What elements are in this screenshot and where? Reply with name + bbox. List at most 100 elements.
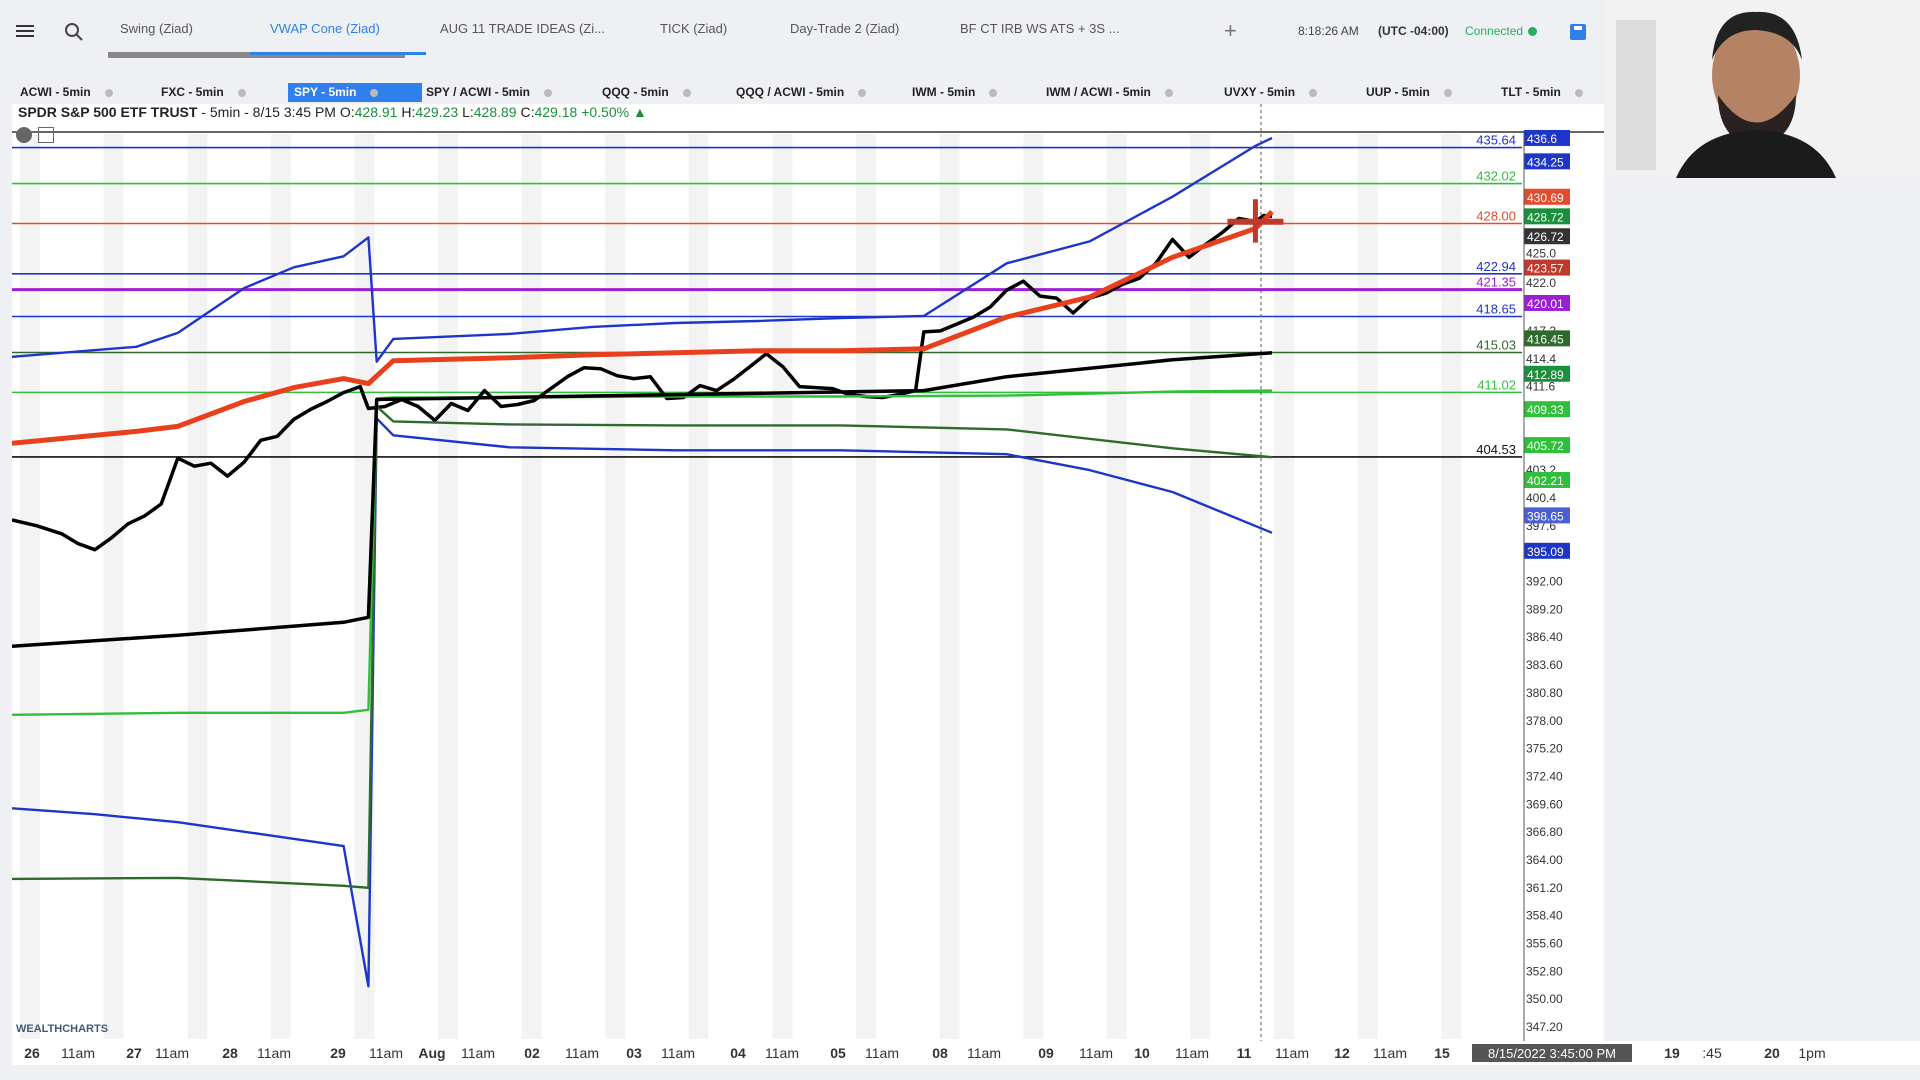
add-tab-button[interactable]: + xyxy=(1224,18,1237,43)
hamburger-menu-icon[interactable] xyxy=(16,22,34,40)
expand-icon[interactable] xyxy=(38,126,54,143)
x-tick-label: 10 xyxy=(1134,1045,1150,1061)
status-dot-icon xyxy=(544,88,553,97)
price-tag: 426.72 xyxy=(1524,228,1570,245)
x-tick-label: 11am xyxy=(765,1045,799,1061)
price-tag: 423.57 xyxy=(1524,259,1570,276)
session-shade xyxy=(1106,134,1127,1039)
active-tab-indicator xyxy=(250,52,426,55)
symbol-tab[interactable]: QQQ - 5min xyxy=(596,83,722,102)
session-shade xyxy=(187,134,208,1039)
status-dot-icon xyxy=(1574,88,1583,97)
connection-status: Connected xyxy=(1465,24,1524,38)
y-tick-label: 383.60 xyxy=(1526,658,1563,672)
x-tick-label: 11am xyxy=(865,1045,899,1061)
symbol-name: SPDR S&P 500 ETF TRUST xyxy=(18,104,198,120)
symbol-tab-label: QQQ - 5min xyxy=(602,85,669,99)
price-tag-label: 402.21 xyxy=(1527,474,1564,488)
symbol-tab[interactable]: UVXY - 5min xyxy=(1218,83,1344,102)
close-value: 429.18 xyxy=(534,104,578,120)
workspace-tab[interactable]: BF CT IRB WS ATS + 3S ... xyxy=(960,21,1120,36)
x-axis: 26 11am 27 11am 28 11am 29 11am Aug 11am 02 11am 03 1… xyxy=(24,1044,1826,1062)
level-label: 428.00 xyxy=(1476,209,1516,224)
high-value: 429.23 xyxy=(415,104,459,120)
price-tag: 430.69 xyxy=(1524,188,1570,205)
x-tick-label: 12 xyxy=(1334,1045,1350,1061)
price-tag-label: 412.89 xyxy=(1527,368,1564,382)
level-label: 435.64 xyxy=(1476,133,1516,148)
symbol-tab[interactable]: QQQ / ACWI - 5min xyxy=(730,83,896,102)
price-tag-label: 423.57 xyxy=(1527,262,1564,276)
symbol-info: SPDR S&P 500 ETF TRUST - 5min - 8/15 3:4… xyxy=(18,104,647,122)
price-tag-bg xyxy=(1524,259,1570,276)
chart-area[interactable]: 435.64 432.02 428.00 422.94 421.35 418.65 415.… xyxy=(11,104,1604,1064)
x-tick-label: 11am xyxy=(967,1045,1001,1061)
price-tag-label: 430.69 xyxy=(1527,191,1564,205)
session-shade xyxy=(856,134,876,1039)
x-tick-label: 11am xyxy=(565,1045,599,1061)
price-tag: 434.25 xyxy=(1524,153,1570,170)
x-tick-label: 29 xyxy=(330,1045,346,1061)
level-label: 418.65 xyxy=(1476,301,1516,316)
series-line xyxy=(11,417,1273,988)
symbol-tab-label: TLT - 5min xyxy=(1501,85,1561,99)
price-tag-bg xyxy=(1524,542,1570,559)
x-tick-label: 11am xyxy=(61,1045,95,1061)
session-shade xyxy=(688,134,709,1039)
workspace-tab[interactable]: AUG 11 TRADE IDEAS (Zi... xyxy=(440,21,605,36)
save-icon[interactable] xyxy=(1570,24,1586,40)
x-tick-label: 20 xyxy=(1764,1045,1780,1061)
y-tick-label: 392.00 xyxy=(1526,575,1563,589)
timezone: (UTC -04:00) xyxy=(1378,24,1449,38)
workspace-tab[interactable]: Swing (Ziad) xyxy=(120,21,193,36)
workspace-tab[interactable]: TICK (Ziad) xyxy=(660,21,728,36)
status-dot-icon xyxy=(370,88,379,97)
symbol-tab[interactable]: FXC - 5min xyxy=(155,83,281,102)
price-tag-bg xyxy=(1524,228,1570,245)
symbol-tab[interactable]: SPY - 5min xyxy=(288,83,422,102)
symbol-tab-label: QQQ / ACWI - 5min xyxy=(736,85,845,99)
symbol-tab-label: FXC - 5min xyxy=(161,85,224,99)
y-tick-label: 364.00 xyxy=(1526,853,1563,867)
status-dot-icon xyxy=(104,88,113,97)
symbol-tab[interactable]: TLT - 5min xyxy=(1495,83,1611,102)
price-tag-label: 428.72 xyxy=(1527,210,1564,224)
symbol-tab-label: UVXY - 5min xyxy=(1224,85,1296,99)
remove-icon[interactable] xyxy=(16,126,32,143)
search-icon[interactable] xyxy=(64,22,84,42)
y-tick-label: 369.60 xyxy=(1526,797,1563,811)
price-tag: 416.45 xyxy=(1524,330,1570,347)
workspace-tab[interactable]: VWAP Cone (Ziad) xyxy=(270,21,380,36)
symbol-tab[interactable]: IWM / ACWI - 5min xyxy=(1040,83,1206,102)
change-value: +0.50% xyxy=(581,104,630,120)
price-tag-bg xyxy=(1524,437,1570,454)
up-arrow-icon: ▲ xyxy=(632,104,647,120)
session-shade xyxy=(1190,134,1211,1039)
price-tag-bg xyxy=(1524,507,1570,524)
symbol-tab[interactable]: SPY / ACWI - 5min xyxy=(420,83,586,102)
webcam-overlay xyxy=(1606,0,1920,178)
x-tick-label: 27 xyxy=(126,1045,142,1061)
price-tag-bg xyxy=(1524,294,1570,311)
y-tick-label: 414.4 xyxy=(1526,352,1556,366)
status-dot-icon xyxy=(989,88,998,97)
clock: 8:18:26 AM xyxy=(1298,24,1359,38)
x-tick-label: 08 xyxy=(932,1045,948,1061)
price-tag-label: 426.72 xyxy=(1527,230,1564,244)
x-tick-label: 11am xyxy=(661,1045,695,1061)
y-tick-label: 422.0 xyxy=(1526,276,1556,290)
symbol-tab[interactable]: ACWI - 5min xyxy=(14,83,140,102)
y-tick-label: 400.4 xyxy=(1526,491,1556,505)
price-tag: 405.72 xyxy=(1524,437,1570,454)
price-tag-bg xyxy=(1524,208,1570,225)
symbol-tabs: ACWI - 5min FXC - 5min SPY - 5min SPY / ACW… xyxy=(0,80,1604,104)
series-line xyxy=(11,213,1273,552)
symbol-tab-label: ACWI - 5min xyxy=(20,85,91,99)
symbol-tab[interactable]: UUP - 5min xyxy=(1360,83,1486,102)
symbol-tab[interactable]: IWM - 5min xyxy=(906,83,1032,102)
x-tick-label: 11am xyxy=(1079,1045,1113,1061)
workspace-tab[interactable]: Day-Trade 2 (Ziad) xyxy=(790,21,900,36)
price-tag-label: 398.65 xyxy=(1527,509,1564,523)
low-value: 428.89 xyxy=(473,104,517,120)
